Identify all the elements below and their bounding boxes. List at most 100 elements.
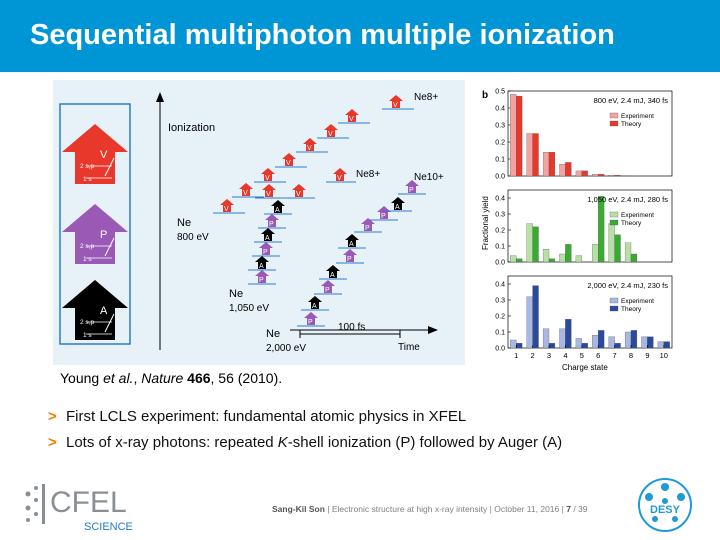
step-letter: A: [312, 303, 317, 310]
legend-swatch-theory: [609, 120, 619, 127]
y-tick-label: 0.4: [495, 106, 505, 113]
level-panel-lower-label: 1 s: [83, 176, 92, 183]
level-panel-p: P 2 s,p 1 s: [62, 204, 128, 264]
experiment-bar: [608, 336, 615, 349]
legend-label-experiment: Experiment: [621, 212, 654, 219]
slide-title: Sequential multiphoton multiple ionizati…: [30, 19, 615, 51]
bullet-text: -shell ionization (P) followed by Auger …: [287, 434, 563, 451]
legend-swatch-experiment: [609, 112, 619, 119]
step-v: V: [213, 199, 245, 214]
experiment-bar: [575, 170, 582, 177]
panel-frame: [59, 103, 131, 345]
chart-panel-2: 0.0 0.1 0.2 0.3 0.4 1,050 eV, 2.4 mJ, 280 fs E…: [495, 189, 673, 267]
step-arrow-shape: [405, 180, 419, 193]
step-v: V: [232, 183, 264, 198]
step-letter: P: [259, 277, 264, 284]
experiment-bar: [542, 328, 550, 349]
step-p: P: [354, 218, 382, 233]
step-letter: A: [265, 235, 270, 242]
figure: V 2 s,p 1 s P 2 s,p 1 s A 2 s,p 1 s Ionization T…: [53, 80, 673, 372]
experiment-bar: [526, 223, 533, 263]
step-v: V: [326, 168, 356, 183]
legend-swatch-experiment: [609, 211, 619, 218]
x-tick-label: 1: [514, 351, 518, 360]
legend-swatch-experiment: [609, 297, 619, 304]
step-letter: P: [381, 213, 386, 220]
experiment-bar: [559, 163, 566, 177]
legend-swatch-theory: [609, 305, 619, 312]
level-panel-letter: A: [100, 305, 108, 317]
experiment-bar: [559, 253, 566, 263]
step-letter: V: [328, 131, 333, 138]
y-tick-label: 0.1: [495, 157, 505, 164]
theory-bar: [516, 95, 523, 177]
step-p: P: [336, 249, 364, 264]
step-arrow-shape: [326, 265, 340, 278]
level-panel-a: A 2 s,p 1 s: [62, 280, 128, 340]
step-arrow-shape: [271, 200, 285, 213]
footer-date: October 11, 2016: [494, 504, 560, 514]
level-panel-arrow-shape: [62, 204, 128, 264]
step-arrow-shape: [391, 197, 405, 210]
bullet-text: First LCLS experiment: fundamental atomi…: [66, 408, 467, 425]
level-panel-lower-label: 1 s: [83, 332, 92, 339]
x-tick-label: 6: [596, 351, 600, 360]
y-tick-label: 0.3: [495, 212, 505, 219]
chart-panel-title: 1,050 eV, 2.4 mJ, 280 fs: [587, 195, 668, 204]
step-arrow-shape: [265, 214, 279, 227]
y-tick-label: 0.4: [495, 282, 505, 289]
experiment-bar: [510, 94, 517, 177]
experiment-bar: [575, 338, 582, 349]
step-arrow-shape: [255, 256, 269, 269]
theory-bar: [565, 244, 572, 263]
x-tick-label: 8: [629, 351, 633, 360]
step-arrow-shape: [321, 280, 335, 293]
theory-bar: [516, 343, 523, 349]
step-p: P: [314, 280, 342, 295]
x-tick-label: 5: [580, 351, 584, 360]
footer-separator: |: [487, 504, 495, 514]
step-letter: V: [224, 206, 229, 213]
step-v: V: [296, 138, 328, 153]
citation-journal: Nature: [141, 370, 184, 386]
step-arrow-shape: [220, 199, 234, 212]
start-ne-1050: Ne: [229, 288, 243, 300]
theory-bar: [565, 162, 572, 177]
step-a: A: [254, 228, 282, 243]
step-a: A: [338, 234, 366, 249]
theory-bar: [663, 341, 670, 349]
theory-bar: [548, 343, 556, 349]
step-letter: P: [365, 225, 370, 232]
experiment-bar: [624, 331, 632, 349]
level-panel-letter: V: [100, 149, 108, 161]
footer-separator: |: [324, 504, 332, 514]
step-letter: P: [409, 187, 414, 194]
chart-xlabel: Charge state: [562, 363, 608, 372]
desy-logo-text: DESY: [650, 504, 681, 516]
level-panel-lower-label: 1 s: [83, 256, 92, 263]
theory-bar: [565, 319, 572, 349]
cfel-logo: CFEL SCIENCE: [25, 484, 133, 533]
theory-bar: [647, 336, 654, 349]
theory-bar: [598, 196, 605, 263]
footer-talk: Electronic structure at high x-ray inten…: [331, 504, 488, 514]
step-letter: P: [347, 256, 352, 263]
level-panel-upper-label: 2 s,p: [80, 243, 94, 250]
step-letter: A: [330, 272, 335, 279]
x-tick-label: 2: [531, 351, 535, 360]
time-label: Time: [398, 342, 420, 353]
scheme-background: [53, 80, 465, 365]
experiment-bar: [657, 341, 664, 349]
y-tick-label: 0.4: [495, 196, 505, 203]
title-bar: Sequential multiphoton multiple ionizati…: [0, 0, 720, 72]
step-arrow-shape: [261, 168, 275, 181]
experiment-bar: [624, 175, 632, 177]
y-tick-label: 0.3: [495, 298, 505, 305]
chart-panel-letter: b: [482, 90, 488, 101]
x-tick-label: 9: [645, 351, 649, 360]
footer-separator: |: [559, 504, 567, 514]
footer-total: / 39: [573, 504, 588, 514]
legend-label-theory: Theory: [621, 121, 642, 128]
experiment-bar: [510, 255, 517, 263]
step-a: A: [384, 197, 412, 212]
